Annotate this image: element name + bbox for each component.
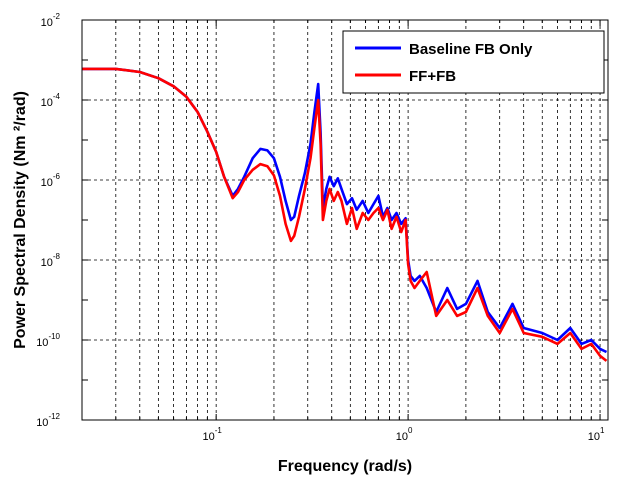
legend-box <box>342 30 605 94</box>
legend: Baseline FB Only FF+FB <box>342 30 605 94</box>
y-tick-label-exponent: -2 <box>53 12 61 21</box>
x-tick-label: 101 <box>588 426 605 443</box>
x-tick-label-exponent: 1 <box>600 426 605 435</box>
y-tick-label-exponent: -4 <box>53 92 61 101</box>
y-tick-label: 10-2 <box>41 12 61 29</box>
x-axis-title: Frequency (rad/s) <box>278 458 412 475</box>
x-tick-label-exponent: -1 <box>215 426 223 435</box>
x-tick-label: 100 <box>396 426 413 443</box>
legend-label: Baseline FB Only <box>409 41 533 58</box>
y-axis-title: Power Spectral Density (Nm ²/rad) <box>12 91 29 349</box>
y-tick-label: 10-6 <box>41 172 61 189</box>
y-tick-label-exponent: -6 <box>53 172 61 181</box>
y-tick-label-exponent: -8 <box>53 252 61 261</box>
y-tick-label-exponent: -10 <box>48 332 60 341</box>
y-tick-label: 10-8 <box>41 252 61 269</box>
y-tick-label: 10-4 <box>41 92 61 109</box>
series-line-ff-fb <box>82 67 608 362</box>
legend-label: FF+FB <box>409 68 456 85</box>
x-tick-label: 10-1 <box>202 426 222 443</box>
y-tick-label: 10-10 <box>36 332 60 349</box>
series-line-baseline-fb-only <box>82 67 608 354</box>
tick-layer <box>82 19 608 421</box>
y-tick-label: 10-12 <box>36 412 60 429</box>
x-tick-label-exponent: 0 <box>408 426 413 435</box>
y-tick-label-exponent: -12 <box>48 412 60 421</box>
series-layer <box>82 67 608 362</box>
